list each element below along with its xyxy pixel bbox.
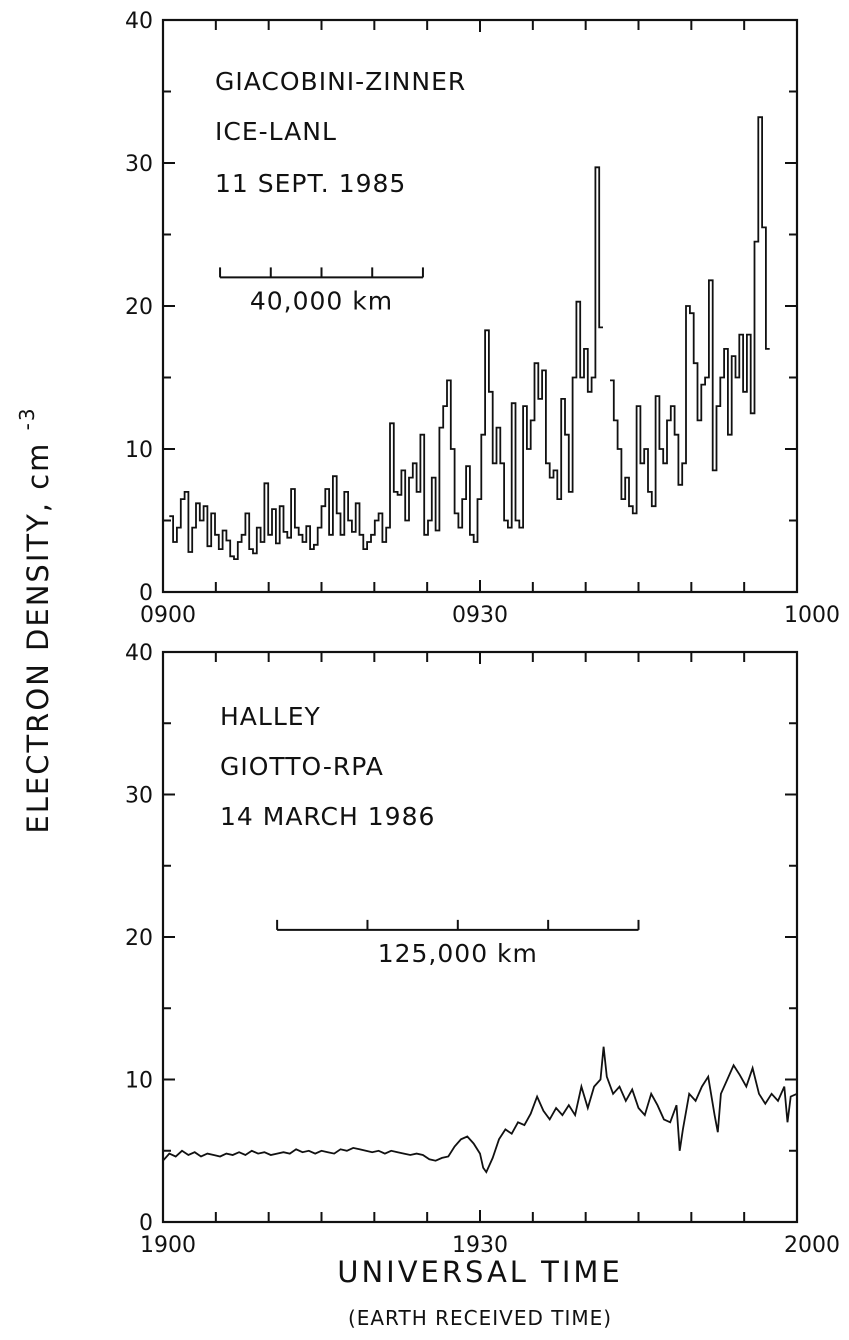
y-tick-label: 30 [125, 152, 153, 177]
annotation-line: HALLEY [220, 702, 321, 731]
x-tick-label: 0900 [140, 603, 196, 628]
y-tick-label: 30 [125, 784, 153, 809]
chart-giacobini-zinner: 0 10 20 30 40 0900 0930 1000 GIACOBINI-ZINNER ICE… [125, 9, 840, 628]
x-axis-label: UNIVERSAL TIME [337, 1255, 623, 1289]
y-tick-label: 0 [139, 581, 153, 606]
x-tick-label: 1930 [452, 1233, 508, 1258]
series-line [169, 166, 603, 560]
svg-text:ELECTRON DENSITY, cm -3: ELECTRON DENSITY, cm -3 [15, 406, 55, 833]
x-axis-subtitle: (EARTH RECEIVED TIME) [348, 1306, 612, 1330]
y-tick-label: 20 [125, 926, 153, 951]
annotation-line: GIACOBINI-ZINNER [215, 67, 466, 96]
scale-bar-label: 125,000 km [378, 939, 538, 968]
x-tick-label: 1000 [784, 603, 840, 628]
chart-halley: 0 10 20 30 40 1900 1930 2000 HALLEY GIOTTO-RPA 14 … [125, 641, 840, 1258]
annotation-line: GIOTTO-RPA [220, 752, 384, 781]
annotation-line: 11 SEPT. 1985 [215, 169, 406, 198]
y-tick-label: 20 [125, 295, 153, 320]
annotation-line: 14 MARCH 1986 [220, 802, 435, 831]
annotation-line: ICE-LANL [215, 117, 337, 146]
series-line [162, 1046, 798, 1174]
y-axis-label: ELECTRON DENSITY, cm [21, 442, 55, 834]
y-tick-label: 10 [125, 438, 153, 463]
scale-bar-label: 40,000 km [250, 286, 393, 315]
series-line [610, 116, 770, 515]
plot-frame [161, 650, 799, 1224]
x-tick-label: 2000 [784, 1233, 840, 1258]
x-tick-label: 1900 [140, 1233, 196, 1258]
y-tick-label: 40 [125, 641, 153, 666]
x-tick-label: 0930 [452, 603, 508, 628]
y-axis-label-exponent: -3 [15, 406, 39, 430]
y-tick-label: 0 [139, 1211, 153, 1236]
y-tick-label: 10 [125, 1069, 153, 1094]
y-tick-label: 40 [125, 9, 153, 34]
